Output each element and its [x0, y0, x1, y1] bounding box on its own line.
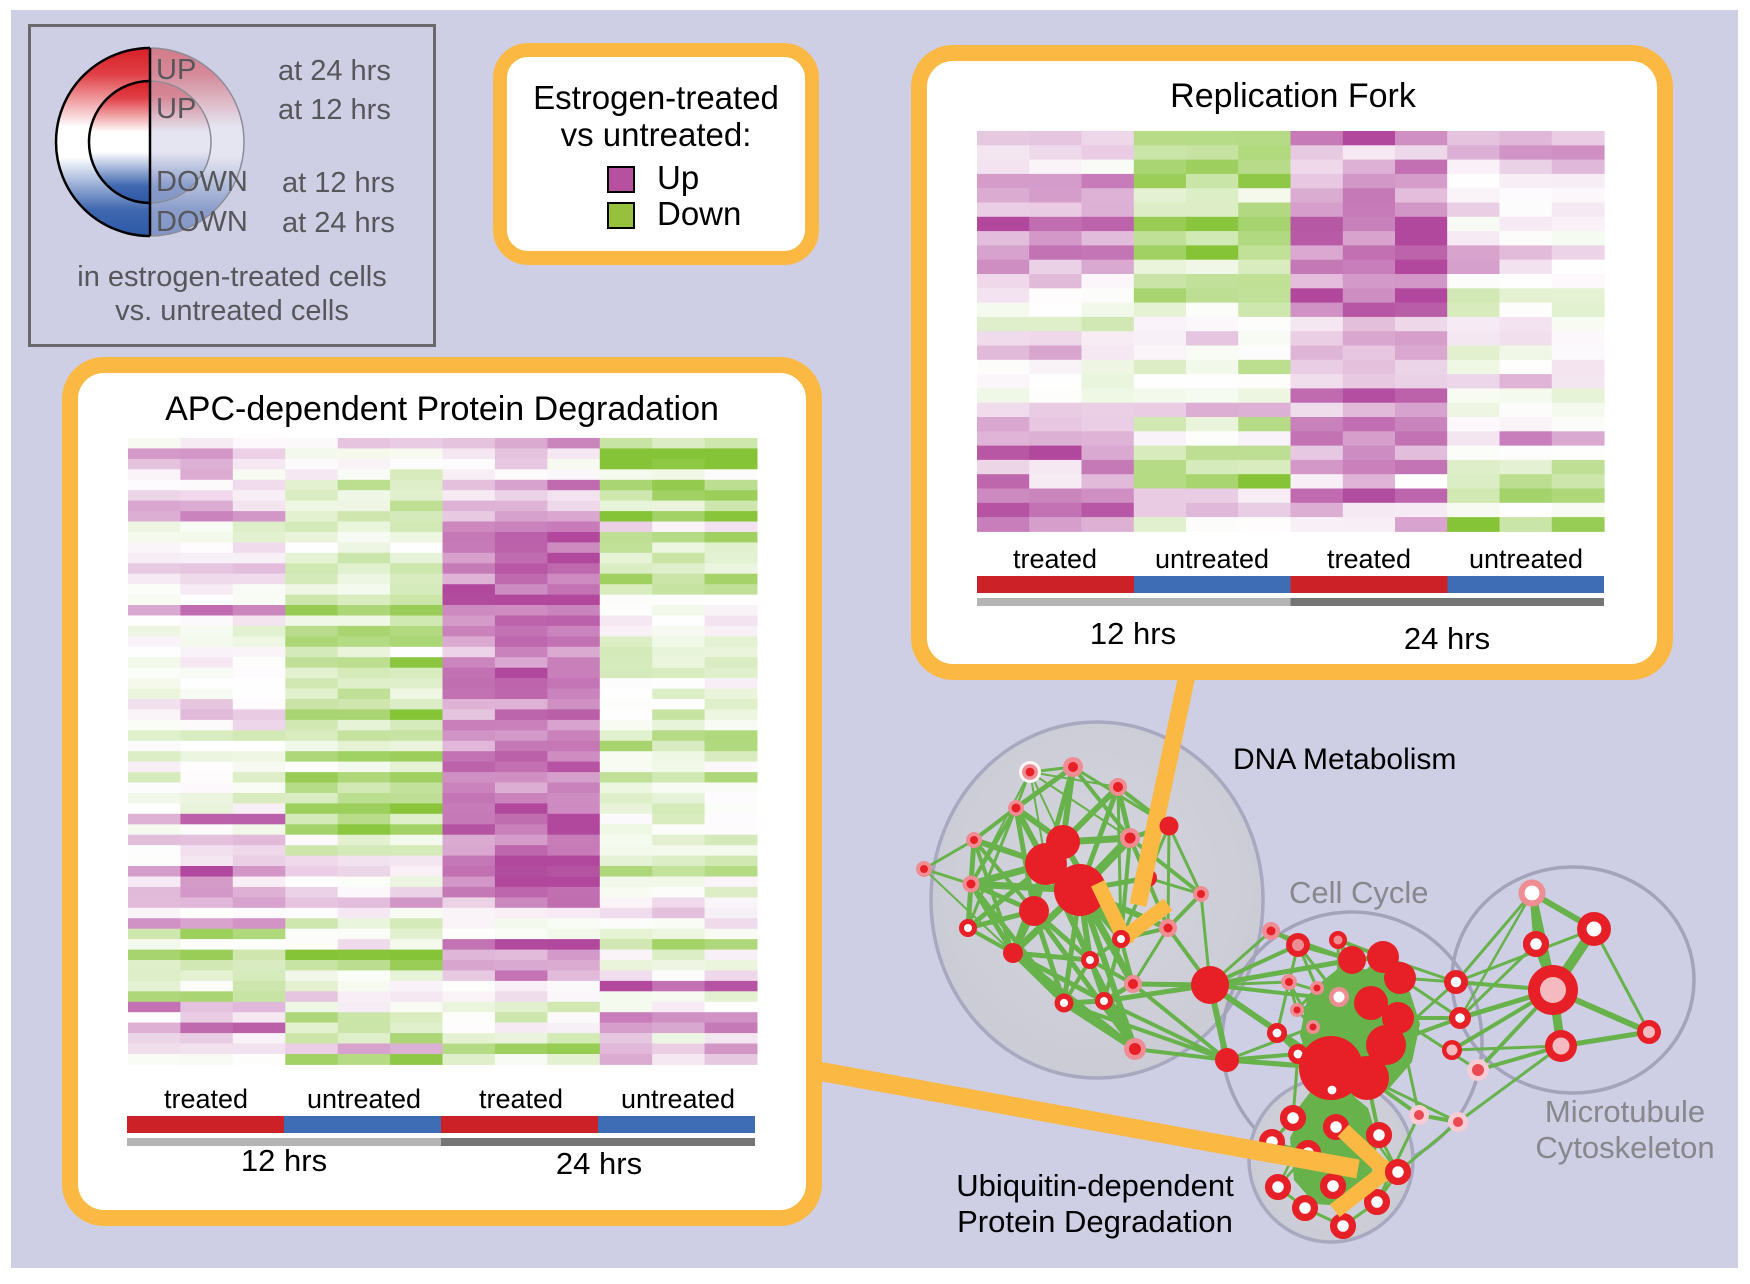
svg-text:at 12 hrs: at 12 hrs	[282, 167, 395, 199]
svg-text:at 12 hrs: at 12 hrs	[278, 94, 391, 126]
svg-text:Estrogen-treated: Estrogen-treated	[533, 79, 779, 116]
svg-text:untreated: untreated	[1155, 544, 1269, 574]
svg-text:Microtubule: Microtubule	[1545, 1094, 1705, 1129]
svg-text:Up: Up	[657, 159, 699, 196]
svg-text:treated: treated	[479, 1084, 563, 1114]
svg-text:treated: treated	[164, 1084, 248, 1114]
svg-text:Protein Degradation: Protein Degradation	[957, 1204, 1233, 1239]
svg-text:12 hrs: 12 hrs	[241, 1143, 327, 1178]
svg-text:APC-dependent Protein Degradat: APC-dependent Protein Degradation	[165, 390, 719, 428]
svg-text:24 hrs: 24 hrs	[1404, 621, 1490, 656]
svg-text:untreated: untreated	[621, 1084, 735, 1114]
svg-text:untreated: untreated	[1469, 544, 1583, 574]
svg-text:at 24 hrs: at 24 hrs	[282, 207, 395, 239]
svg-text:UP: UP	[156, 54, 196, 86]
svg-text:vs untreated:: vs untreated:	[561, 116, 752, 153]
svg-text:UP: UP	[156, 93, 196, 125]
svg-text:Ubiquitin-dependent: Ubiquitin-dependent	[956, 1168, 1234, 1203]
svg-text:Cell Cycle: Cell Cycle	[1289, 875, 1429, 910]
svg-text:at 24 hrs: at 24 hrs	[278, 55, 391, 87]
svg-text:treated: treated	[1013, 544, 1097, 574]
svg-text:Replication Fork: Replication Fork	[1170, 77, 1417, 115]
svg-text:DOWN: DOWN	[156, 206, 248, 238]
svg-text:untreated: untreated	[307, 1084, 421, 1114]
svg-text:in estrogen-treated cells: in estrogen-treated cells	[77, 261, 387, 293]
svg-text:DOWN: DOWN	[156, 166, 248, 198]
svg-text:vs. untreated cells: vs. untreated cells	[115, 295, 349, 327]
svg-text:Down: Down	[657, 195, 741, 232]
svg-text:12 hrs: 12 hrs	[1090, 616, 1176, 651]
svg-text:treated: treated	[1327, 544, 1411, 574]
svg-text:Cytoskeleton: Cytoskeleton	[1535, 1130, 1714, 1165]
svg-text:DNA Metabolism: DNA Metabolism	[1233, 743, 1456, 776]
svg-text:24 hrs: 24 hrs	[556, 1146, 642, 1181]
